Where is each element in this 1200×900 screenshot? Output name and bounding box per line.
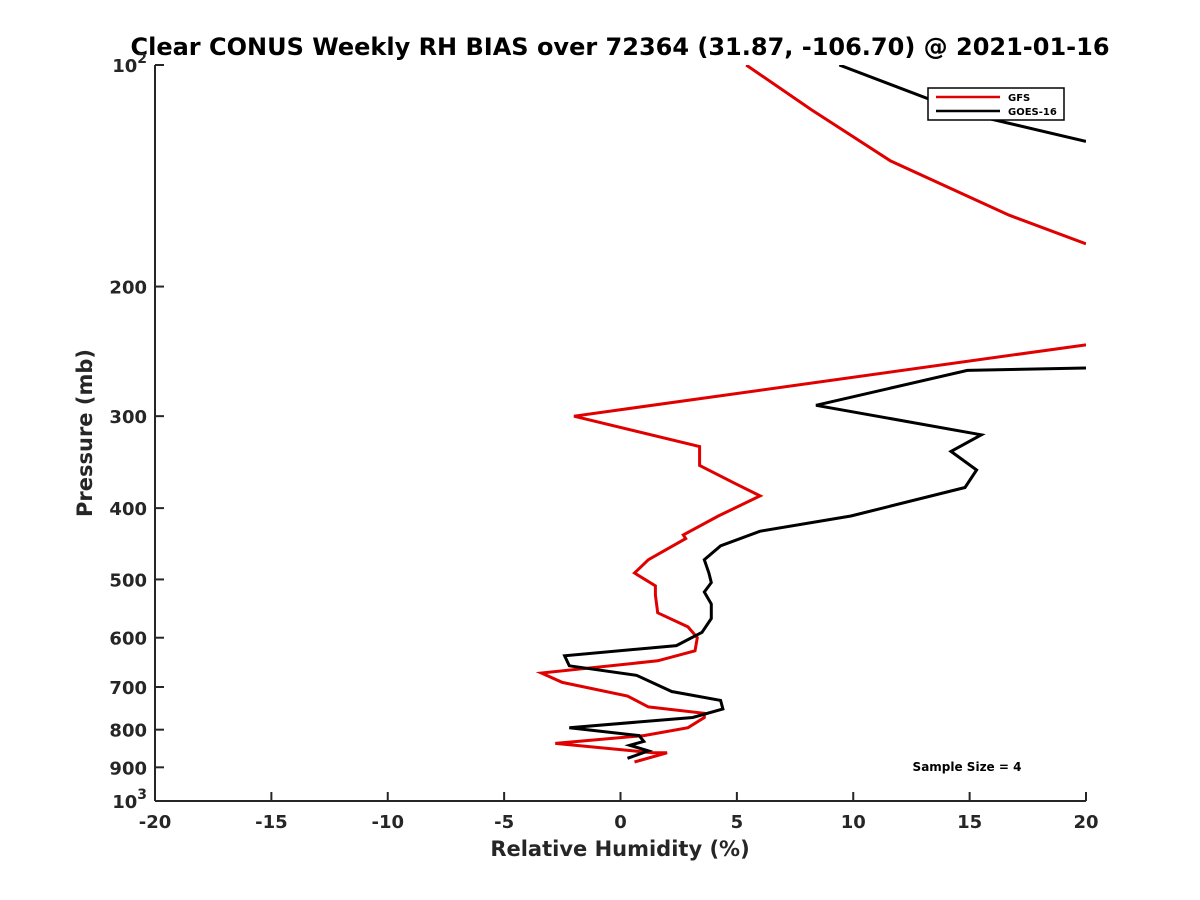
y-tick-label: 103 [112,787,147,813]
axes [154,65,1086,802]
x-tick-label: 15 [957,812,982,833]
x-tick-label: 10 [841,812,866,833]
x-tick-label: -15 [255,812,288,833]
x-tick-label: 20 [1073,812,1098,833]
y-tick-label: 700 [109,678,147,699]
y-tick-label: 800 [109,721,147,742]
y-tick-label: 102 [112,51,147,77]
series-line [535,343,1086,764]
y-axis-ticks: 102 200 300 400 500 600 700 800 900 103 [109,51,164,813]
y-tick-label: 600 [109,629,147,650]
y-tick-label: 500 [109,570,147,591]
x-tick-label: -20 [139,812,172,833]
series-goes-16 [562,65,1086,760]
y-axis-label: Pressure (mb) [73,349,97,517]
x-axis-label: Relative Humidity (%) [490,837,749,861]
series-line [562,366,1086,760]
legend-entry-label: GFS [1008,93,1030,104]
legend: GFS GOES-16 [927,87,1065,121]
series-gfs [535,65,1086,764]
legend-box [927,87,1065,121]
x-axis-ticks: -20 -15 -10 -5 0 5 10 15 20 [139,792,1099,833]
y-tick-label: 300 [109,407,147,428]
x-tick-label: 0 [614,812,627,833]
x-tick-label: -5 [494,812,514,833]
y-tick-label: 200 [109,278,147,299]
x-tick-label: 5 [731,812,744,833]
chart-title: Clear CONUS Weekly RH BIAS over 72364 (3… [130,33,1109,61]
y-tick-label: 400 [109,499,147,520]
legend-entry-label: GOES-16 [1008,107,1057,118]
series-layer [535,65,1086,764]
series-line [745,65,1086,246]
y-tick-label: 900 [109,758,147,779]
x-tick-label: -10 [371,812,404,833]
sample-size-annotation: Sample Size = 4 [913,760,1022,774]
